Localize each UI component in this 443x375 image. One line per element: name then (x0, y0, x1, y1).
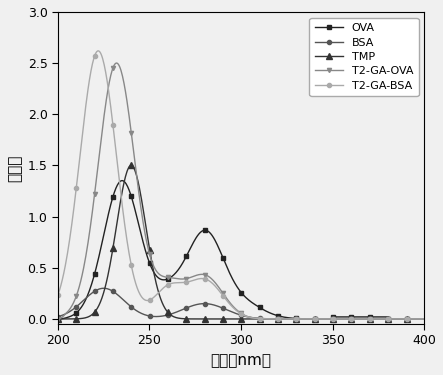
TMP (356, 317, 361, 321)
BSA (385, 317, 391, 321)
TMP (232, 317, 237, 321)
BSA (254, 316, 260, 320)
T2-GA-BSA (414, 317, 420, 321)
BSA (55, 314, 61, 319)
BSA (101, 286, 106, 291)
BSA (356, 317, 361, 321)
OVA (421, 317, 427, 321)
BSA (414, 317, 420, 321)
T2-GA-OVA (232, 306, 237, 310)
T2-GA-BSA (385, 317, 391, 321)
OVA (254, 303, 260, 308)
TMP (230, 317, 235, 321)
TMP (55, 317, 61, 321)
BSA (230, 310, 235, 315)
OVA (119, 178, 124, 183)
BSA (232, 311, 237, 315)
OVA (274, 313, 279, 318)
T2-GA-OVA (114, 61, 119, 65)
Y-axis label: 吸光值: 吸光值 (7, 154, 22, 182)
T2-GA-BSA (96, 49, 101, 53)
T2-GA-OVA (230, 304, 235, 308)
T2-GA-BSA (421, 317, 427, 321)
Line: T2-GA-OVA: T2-GA-OVA (56, 61, 426, 321)
T2-GA-OVA (413, 317, 419, 321)
TMP (128, 163, 134, 168)
BSA (421, 317, 427, 321)
T2-GA-BSA (232, 307, 237, 311)
Line: T2-GA-BSA: T2-GA-BSA (56, 49, 426, 321)
BSA (274, 316, 279, 321)
OVA (55, 317, 61, 321)
TMP (254, 317, 260, 321)
TMP (274, 317, 279, 321)
Line: TMP: TMP (55, 163, 427, 322)
Line: OVA: OVA (56, 178, 426, 321)
X-axis label: 波长（nm）: 波长（nm） (210, 353, 272, 368)
T2-GA-BSA (356, 317, 361, 321)
T2-GA-OVA (55, 317, 61, 321)
OVA (230, 277, 235, 281)
TMP (421, 317, 427, 321)
Line: BSA: BSA (56, 286, 426, 321)
T2-GA-BSA (254, 316, 260, 321)
T2-GA-OVA (421, 317, 427, 321)
T2-GA-BSA (55, 293, 61, 297)
T2-GA-OVA (274, 317, 279, 321)
T2-GA-BSA (230, 305, 235, 309)
OVA (232, 281, 237, 285)
T2-GA-OVA (356, 317, 361, 321)
T2-GA-OVA (254, 316, 260, 321)
Legend: OVA, BSA, TMP, T2-GA-OVA, T2-GA-BSA: OVA, BSA, TMP, T2-GA-OVA, T2-GA-BSA (309, 18, 419, 96)
TMP (413, 317, 419, 321)
T2-GA-BSA (274, 317, 279, 321)
OVA (413, 317, 419, 321)
OVA (356, 315, 361, 319)
